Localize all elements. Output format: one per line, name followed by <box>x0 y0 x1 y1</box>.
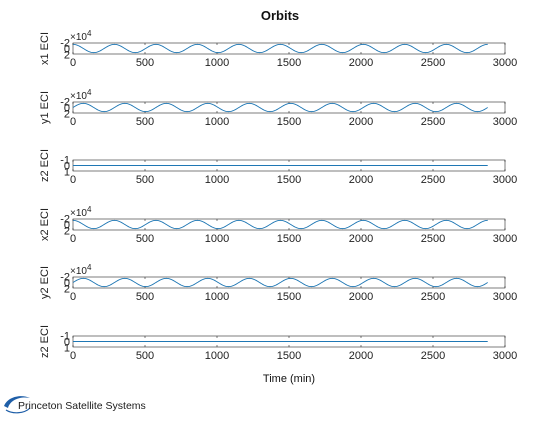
x-tick-label: 3000 <box>493 233 517 245</box>
y-exponent-label: ×104 <box>70 205 92 219</box>
y-tick-label: 0 <box>64 220 70 232</box>
subplot-5: 0 500 1000 1500 2000 2500 3000 -202×104 y2 ECI <box>39 263 517 303</box>
y-tick-label: -2 <box>60 97 70 109</box>
x-tick-label: 3000 <box>493 350 517 362</box>
y-tick-label: 2 <box>64 226 70 238</box>
y-tick-label: -1 <box>60 331 70 343</box>
subplot-2: 0 500 1000 1500 2000 2500 3000 -202×104 y1 ECI <box>39 88 517 128</box>
x-tick-label: 500 <box>136 116 154 128</box>
x-tick-label: 3000 <box>493 174 517 186</box>
y-tick-label: 2 <box>64 284 70 296</box>
y-axis-label: z2 ECI <box>39 325 51 358</box>
x-tick-label: 2000 <box>349 174 373 186</box>
series-line <box>72 219 488 230</box>
y-tick-label: 0 <box>64 44 70 56</box>
x-tick-label: 0 <box>70 350 76 362</box>
x-tick-label: 2500 <box>421 291 445 303</box>
x-tick-label: 500 <box>136 57 154 69</box>
orbit-swoosh-icon <box>4 396 31 414</box>
x-tick-label: 2000 <box>349 233 373 245</box>
y-exponent-label: ×104 <box>70 29 92 43</box>
x-tick-label: 500 <box>136 350 154 362</box>
y-exponent-label: ×104 <box>70 88 92 102</box>
subplot-6: 0 500 1000 1500 2000 2500 3000 -101 z2 ECI <box>39 325 517 362</box>
y-tick-label: 2 <box>64 50 70 62</box>
x-tick-label: 0 <box>70 291 76 303</box>
x-tick-label: 1000 <box>205 350 229 362</box>
x-tick-label: 1000 <box>205 233 229 245</box>
x-tick-label: 2500 <box>421 174 445 186</box>
x-tick-label: 1500 <box>277 350 301 362</box>
y-tick-label: 0 <box>64 337 70 349</box>
y-tick-label: 0 <box>64 161 70 173</box>
x-tick-label: 1000 <box>205 291 229 303</box>
y-axis-label: y2 ECI <box>39 266 51 299</box>
x-tick-label: 500 <box>136 233 154 245</box>
x-tick-label: 0 <box>70 57 76 69</box>
x-tick-label: 2500 <box>421 116 445 128</box>
x-tick-label: 1500 <box>277 291 301 303</box>
y-tick-label: 0 <box>64 103 70 115</box>
y-tick-label: -2 <box>60 38 70 50</box>
x-tick-label: 1500 <box>277 116 301 128</box>
x-axis-label: Time (min) <box>263 373 315 385</box>
y-axis-label: x2 ECI <box>39 208 51 241</box>
x-tick-label: 2500 <box>421 350 445 362</box>
company-logo: Princeton Satellite Systems <box>2 392 182 418</box>
x-tick-label: 3000 <box>493 291 517 303</box>
x-tick-label: 1000 <box>205 116 229 128</box>
subplot-1: 0 500 1000 1500 2000 2500 3000 -202×104 x1 ECI <box>39 29 517 69</box>
subplot-3: 0 500 1000 1500 2000 2500 3000 -101 z2 ECI <box>39 149 517 186</box>
x-tick-label: 500 <box>136 174 154 186</box>
logo-text: Princeton Satellite Systems <box>18 400 146 412</box>
y-tick-label: 1 <box>64 343 70 355</box>
series-line <box>72 102 488 113</box>
y-tick-label: 2 <box>64 109 70 121</box>
y-axis-label: z2 ECI <box>39 149 51 182</box>
y-exponent-label: ×104 <box>70 263 92 277</box>
subplot-4: 0 500 1000 1500 2000 2500 3000 -202×104 x2 ECI <box>39 205 517 245</box>
x-tick-label: 2000 <box>349 291 373 303</box>
x-tick-label: 2500 <box>421 233 445 245</box>
y-axis-label: x1 ECI <box>39 32 51 65</box>
x-tick-label: 3000 <box>493 57 517 69</box>
y-tick-label: 0 <box>64 278 70 290</box>
x-tick-label: 1000 <box>205 57 229 69</box>
x-tick-label: 1500 <box>277 233 301 245</box>
x-tick-label: 2000 <box>349 116 373 128</box>
x-tick-label: 0 <box>70 233 76 245</box>
x-tick-label: 1000 <box>205 174 229 186</box>
x-tick-label: 500 <box>136 291 154 303</box>
y-axis-label: y1 ECI <box>39 91 51 124</box>
x-tick-label: 2000 <box>349 350 373 362</box>
y-tick-label: -2 <box>60 272 70 284</box>
x-tick-label: 1500 <box>277 57 301 69</box>
x-tick-label: 0 <box>70 174 76 186</box>
series-line <box>72 277 488 288</box>
y-tick-label: -1 <box>60 155 70 167</box>
figure-title: Orbits <box>261 8 299 23</box>
x-tick-label: 1500 <box>277 174 301 186</box>
x-tick-label: 0 <box>70 116 76 128</box>
y-tick-label: -2 <box>60 214 70 226</box>
y-tick-label: 1 <box>64 167 70 179</box>
series-line <box>72 43 488 54</box>
x-tick-label: 2500 <box>421 57 445 69</box>
x-tick-label: 2000 <box>349 57 373 69</box>
x-tick-label: 3000 <box>493 116 517 128</box>
